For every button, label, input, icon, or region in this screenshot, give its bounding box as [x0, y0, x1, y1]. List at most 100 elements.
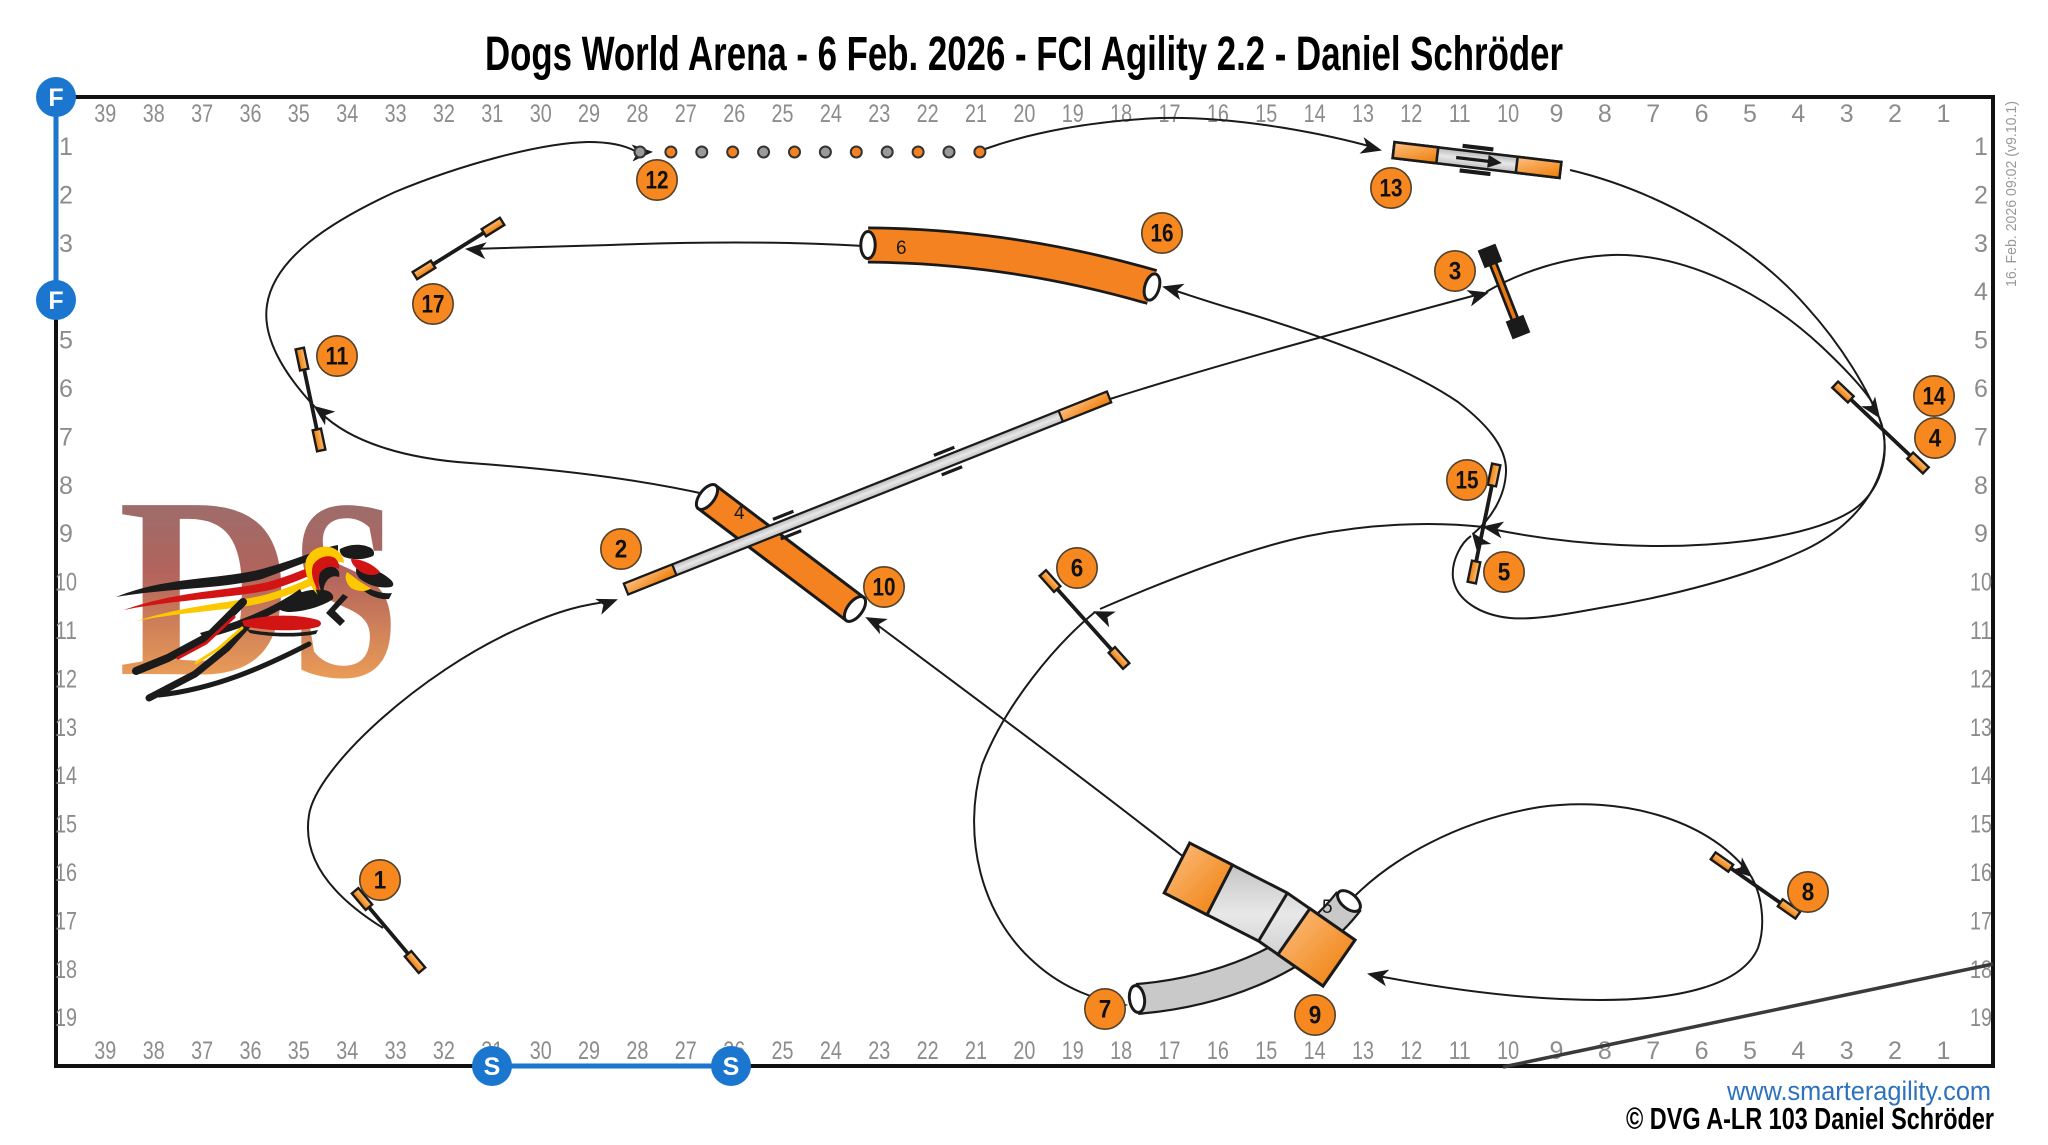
svg-text:17: 17: [1159, 1037, 1181, 1065]
svg-text:15: 15: [1970, 811, 1992, 839]
svg-text:7: 7: [1646, 1037, 1660, 1065]
svg-text:13: 13: [1352, 100, 1374, 128]
svg-text:4: 4: [1791, 1037, 1805, 1065]
svg-text:10: 10: [1970, 569, 1992, 597]
svg-text:19: 19: [55, 1004, 77, 1032]
svg-text:2: 2: [59, 181, 73, 209]
svg-text:2: 2: [615, 536, 628, 564]
svg-text:8: 8: [1598, 1037, 1612, 1065]
svg-text:1: 1: [1974, 133, 1988, 161]
svg-text:6: 6: [896, 238, 907, 259]
svg-text:21: 21: [965, 1037, 987, 1065]
svg-text:14: 14: [1304, 1037, 1326, 1065]
svg-text:8: 8: [1802, 879, 1815, 907]
svg-text:22: 22: [917, 100, 939, 128]
svg-text:28: 28: [626, 100, 648, 128]
svg-text:26: 26: [723, 100, 745, 128]
svg-text:9: 9: [1974, 520, 1988, 548]
svg-text:29: 29: [578, 100, 600, 128]
svg-text:24: 24: [820, 100, 842, 128]
svg-text:38: 38: [143, 100, 165, 128]
svg-text:19: 19: [1970, 1004, 1992, 1032]
svg-text:17: 17: [1970, 907, 1992, 935]
svg-text:14: 14: [55, 762, 77, 790]
svg-text:S: S: [484, 1053, 501, 1081]
svg-text:5: 5: [1974, 327, 1988, 355]
svg-text:34: 34: [336, 1037, 358, 1065]
svg-text:6: 6: [1071, 555, 1084, 583]
svg-text:20: 20: [1013, 100, 1035, 128]
svg-text:39: 39: [94, 1037, 116, 1065]
svg-text:35: 35: [288, 100, 310, 128]
svg-text:5: 5: [1322, 897, 1333, 918]
svg-text:13: 13: [1352, 1037, 1374, 1065]
svg-text:35: 35: [288, 1037, 310, 1065]
svg-text:19: 19: [1062, 1037, 1084, 1065]
svg-text:31: 31: [481, 100, 503, 128]
svg-text:5: 5: [1743, 1037, 1757, 1065]
svg-text:1: 1: [1936, 1037, 1950, 1065]
svg-text:1: 1: [1936, 100, 1950, 128]
svg-text:4: 4: [734, 503, 745, 524]
svg-text:16: 16: [55, 859, 77, 887]
svg-text:3: 3: [59, 230, 73, 258]
svg-text:12: 12: [646, 167, 669, 195]
svg-text:21: 21: [965, 100, 987, 128]
svg-text:25: 25: [772, 100, 794, 128]
svg-text:25: 25: [772, 1037, 794, 1065]
svg-text:38: 38: [143, 1037, 165, 1065]
svg-text:37: 37: [191, 100, 213, 128]
svg-text:17: 17: [422, 291, 445, 319]
svg-text:2: 2: [1888, 100, 1902, 128]
svg-text:18: 18: [55, 956, 77, 984]
svg-text:18: 18: [1970, 956, 1992, 984]
svg-text:13: 13: [1380, 175, 1403, 203]
svg-text:8: 8: [1974, 472, 1988, 500]
svg-text:11: 11: [1449, 1037, 1471, 1065]
svg-text:30: 30: [530, 1037, 552, 1065]
svg-text:3: 3: [1840, 100, 1854, 128]
svg-text:S: S: [723, 1053, 740, 1081]
svg-text:11: 11: [1449, 100, 1471, 128]
svg-text:6: 6: [59, 375, 73, 403]
svg-text:11: 11: [326, 343, 349, 371]
svg-text:14: 14: [1970, 762, 1992, 790]
svg-text:30: 30: [530, 100, 552, 128]
svg-text:9: 9: [59, 520, 73, 548]
svg-text:F: F: [48, 287, 63, 315]
svg-text:7: 7: [1099, 996, 1112, 1024]
svg-text:23: 23: [868, 100, 890, 128]
svg-text:15: 15: [1255, 1037, 1277, 1065]
svg-text:36: 36: [240, 1037, 262, 1065]
svg-text:15: 15: [1255, 100, 1277, 128]
svg-text:6: 6: [1695, 100, 1709, 128]
svg-text:4: 4: [1791, 100, 1805, 128]
svg-text:17: 17: [55, 907, 77, 935]
svg-text:16: 16: [1970, 859, 1992, 887]
svg-text:6: 6: [1974, 375, 1988, 403]
svg-text:3: 3: [1840, 1037, 1854, 1065]
svg-text:1: 1: [374, 867, 387, 895]
svg-text:F: F: [48, 84, 63, 112]
svg-text:4: 4: [1929, 425, 1942, 453]
svg-text:34: 34: [336, 100, 358, 128]
svg-text:5: 5: [1498, 559, 1511, 587]
svg-text:12: 12: [1970, 665, 1992, 693]
svg-text:36: 36: [240, 100, 262, 128]
svg-text:9: 9: [1309, 1002, 1322, 1030]
svg-text:8: 8: [1598, 100, 1612, 128]
svg-text:2: 2: [1888, 1037, 1902, 1065]
svg-text:20: 20: [1013, 1037, 1035, 1065]
svg-text:10: 10: [55, 569, 77, 597]
svg-text:13: 13: [55, 714, 77, 742]
svg-text:16. Feb. 2026 09:02 (v9.10.1): 16. Feb. 2026 09:02 (v9.10.1): [2004, 101, 2020, 287]
svg-text:6: 6: [1695, 1037, 1709, 1065]
svg-text:29: 29: [578, 1037, 600, 1065]
svg-text:12: 12: [1400, 100, 1422, 128]
svg-text:2: 2: [1974, 181, 1988, 209]
svg-text:27: 27: [675, 1037, 697, 1065]
svg-text:7: 7: [1646, 100, 1660, 128]
svg-text:1: 1: [59, 133, 73, 161]
svg-text:19: 19: [1062, 100, 1084, 128]
svg-text:4: 4: [1974, 278, 1988, 306]
